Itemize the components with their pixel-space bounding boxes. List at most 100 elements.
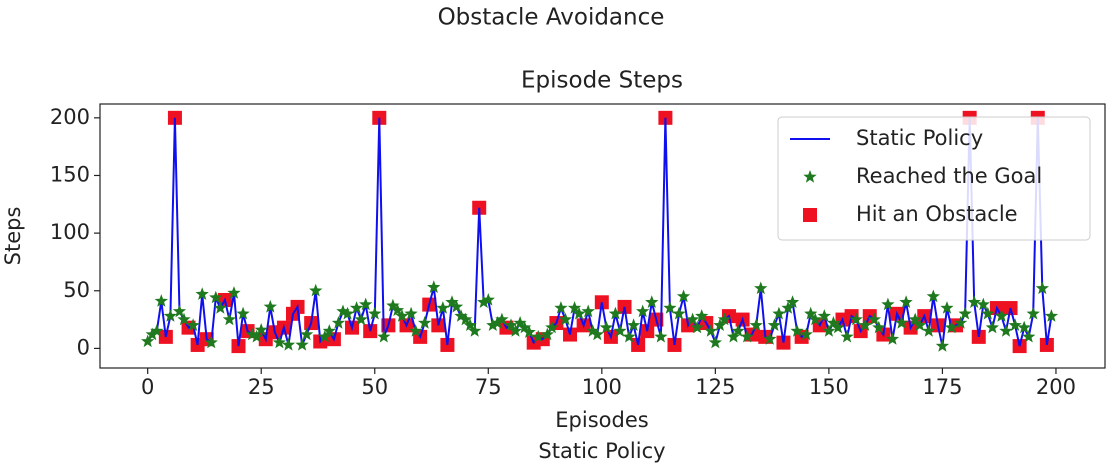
goal-marker <box>740 329 754 343</box>
goal-marker <box>486 318 500 331</box>
goal-marker <box>622 329 636 343</box>
goal-marker <box>368 306 382 320</box>
goal-marker <box>944 320 959 334</box>
goal-marker <box>849 312 863 326</box>
goal-marker <box>985 320 999 334</box>
goal-marker <box>599 320 613 334</box>
goal-marker <box>804 306 818 320</box>
goal-marker <box>567 301 582 314</box>
goal-marker <box>881 297 895 311</box>
goal-marker <box>263 299 277 313</box>
goal-marker <box>454 309 468 322</box>
goal-marker <box>636 304 650 318</box>
obstacle-marker <box>472 200 487 215</box>
goal-marker <box>390 303 405 316</box>
goal-marker <box>826 316 841 329</box>
goal-marker <box>817 309 831 322</box>
goal-marker <box>209 290 223 304</box>
goal-marker <box>799 327 813 341</box>
goal-marker <box>508 324 523 337</box>
goal-marker <box>504 318 518 331</box>
goal-marker <box>463 318 477 331</box>
goal-marker <box>672 306 686 320</box>
legend-box <box>777 116 1091 241</box>
goal-marker <box>790 324 804 337</box>
goal-marker <box>177 312 191 326</box>
goal-marker <box>731 324 745 337</box>
goal-marker <box>717 312 732 326</box>
goal-marker <box>645 295 659 308</box>
goal-marker <box>785 295 800 308</box>
goal-marker <box>767 318 781 331</box>
x-tick-label: 175 <box>922 375 962 399</box>
goal-marker <box>477 295 491 308</box>
goal-marker <box>627 318 641 331</box>
goal-marker <box>608 306 623 320</box>
goal-marker <box>676 289 691 303</box>
goal-marker <box>763 332 777 345</box>
legend-marker <box>803 170 817 183</box>
plot-frame <box>99 103 1106 369</box>
goal-marker <box>227 286 241 299</box>
goal-marker <box>613 324 627 337</box>
goal-marker <box>449 299 464 313</box>
goal-marker <box>831 320 845 334</box>
goal-marker <box>318 329 332 343</box>
goal-marker <box>254 323 268 336</box>
goal-marker <box>195 287 209 300</box>
x-tick-label: 125 <box>695 375 735 399</box>
y-axis-label: Steps <box>1 207 25 266</box>
goal-marker <box>1017 320 1031 334</box>
goal-marker <box>354 312 368 326</box>
y-tick-label: 200 <box>50 105 90 129</box>
goal-marker <box>163 309 177 322</box>
goal-marker <box>1022 329 1036 343</box>
x-tick-label: 0 <box>141 375 154 399</box>
goal-marker <box>554 301 568 314</box>
goal-marker <box>349 301 364 314</box>
x-tick-label: 100 <box>582 375 622 399</box>
goal-marker <box>663 301 677 314</box>
goal-marker <box>713 318 727 331</box>
goal-marker <box>236 306 250 320</box>
goal-marker <box>281 337 296 351</box>
goal-marker <box>186 318 200 331</box>
y-tick-label: 0 <box>77 335 90 359</box>
goal-marker <box>581 304 595 318</box>
goal-marker <box>885 332 900 345</box>
legend-label: Reached the Goal <box>856 164 1042 188</box>
x-tick-label: 25 <box>248 375 275 399</box>
goal-marker <box>331 316 346 329</box>
goal-marker <box>545 320 559 334</box>
goal-marker <box>726 329 741 343</box>
goal-marker <box>245 327 259 341</box>
goal-marker <box>250 329 264 343</box>
goal-marker <box>404 306 418 320</box>
goal-marker <box>386 298 400 312</box>
legend-label: Static Policy <box>856 126 983 150</box>
goal-marker <box>322 324 336 337</box>
goal-marker <box>572 306 586 320</box>
goal-marker <box>409 324 423 337</box>
goal-marker <box>558 312 573 326</box>
goal-marker <box>822 324 836 337</box>
goal-marker <box>708 335 722 349</box>
goal-marker <box>940 301 954 314</box>
goal-marker <box>772 306 786 320</box>
goal-marker <box>150 324 164 337</box>
goal-marker <box>468 324 482 337</box>
footer: Static Policy <box>538 439 665 463</box>
goal-marker <box>172 304 187 318</box>
legend-marker <box>803 208 817 222</box>
goal-marker <box>586 324 600 337</box>
goal-marker <box>840 329 854 343</box>
goal-marker <box>872 320 886 334</box>
goal-marker <box>958 306 972 320</box>
goal-marker <box>204 335 218 349</box>
goal-marker <box>513 316 527 329</box>
goal-marker <box>481 293 495 306</box>
goal-marker <box>340 306 355 320</box>
x-tick-label: 75 <box>475 375 502 399</box>
goal-marker <box>154 294 168 307</box>
